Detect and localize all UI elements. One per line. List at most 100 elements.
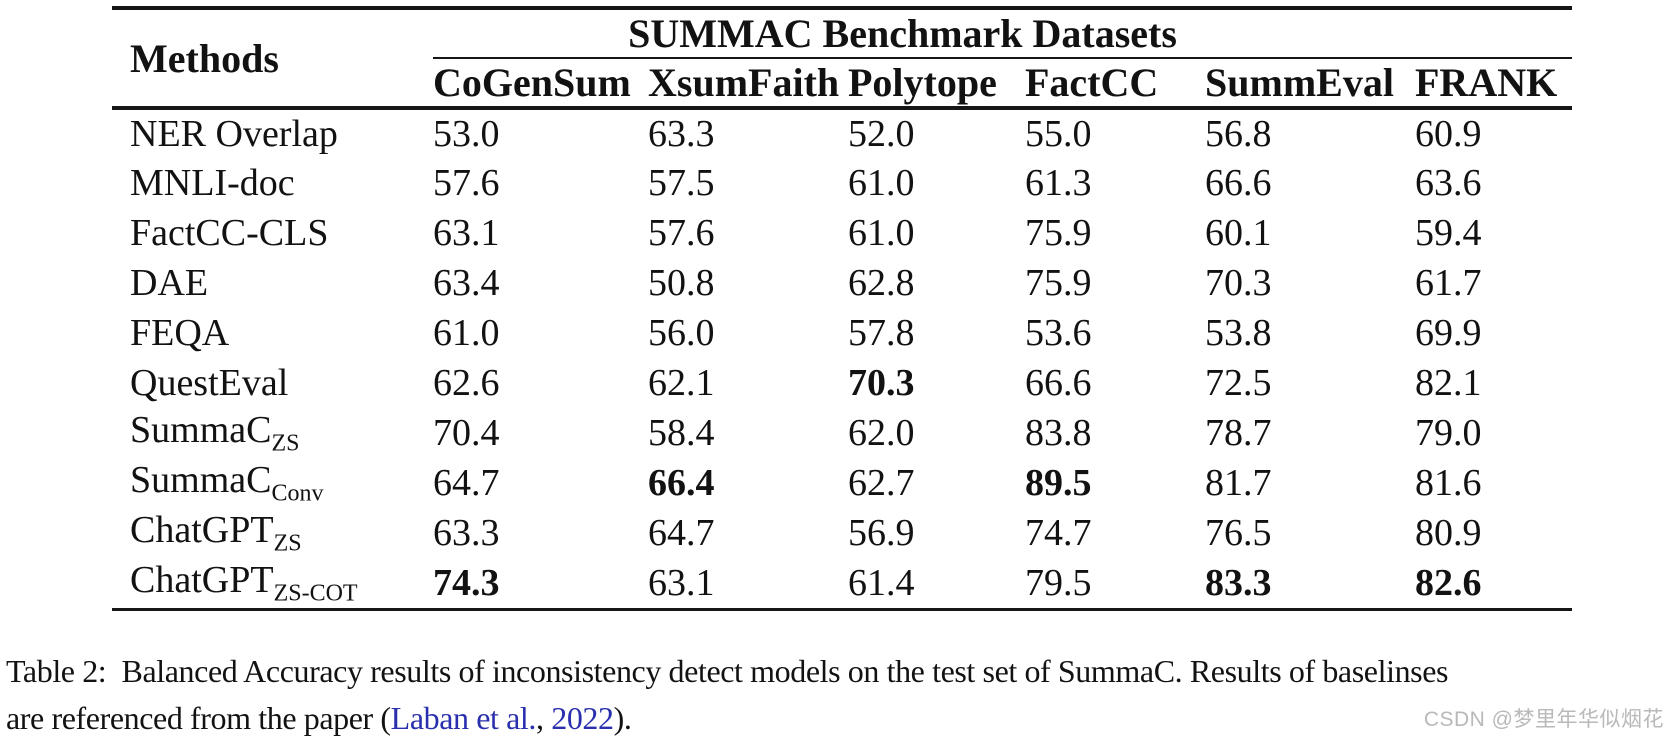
value-cell: 53.0 [433,113,500,155]
value-cell: 61.3 [1025,162,1092,204]
value-cell: 66.6 [1205,162,1272,204]
value-cell: 53.6 [1025,312,1092,354]
value-cell: 70.4 [433,412,500,454]
results-table: Methods SUMMAC Benchmark Datasets CoGenS… [112,6,1573,611]
value-cell: 56.8 [1205,113,1272,155]
benchmark-span-header: SUMMAC Benchmark Datasets [433,8,1573,59]
method-name: FactCC-CLS [130,212,329,254]
value-cell: 57.6 [648,212,715,254]
method-name: SummaCZS [130,409,300,457]
column-header-cogensum: CoGenSum [433,58,648,110]
value-cell: 74.3 [433,561,500,604]
value-cell: 81.7 [1205,462,1272,504]
table-row: NER Overlap 53.0 63.3 52.0 55.0 56.8 60.9 [112,108,1572,158]
caption-line-1: Table 2: Balanced Accuracy results of in… [6,653,1449,689]
page: Methods SUMMAC Benchmark Datasets CoGenS… [0,6,1678,736]
column-header-summeval: SummEval [1205,58,1415,110]
value-cell: 57.6 [433,162,500,204]
value-cell: 82.1 [1415,362,1482,404]
value-cell: 60.1 [1205,212,1272,254]
value-cell: 70.3 [848,362,915,404]
value-cell: 63.4 [433,262,500,304]
method-name: FEQA [130,312,230,354]
value-cell: 74.7 [1025,512,1092,554]
value-cell: 53.8 [1205,312,1272,354]
caption-line-2-suffix: ). [613,700,632,736]
citation-year-link[interactable]: 2022 [551,700,614,736]
value-cell: 63.3 [433,512,500,554]
table-row: FEQA 61.0 56.0 57.8 53.6 53.8 69.9 [112,308,1572,358]
value-cell: 56.9 [848,512,915,554]
value-cell: 58.4 [648,412,715,454]
method-name: NER Overlap [130,113,338,155]
column-header-row: CoGenSum XsumFaith Polytope FactCC SummE… [112,58,1573,110]
value-cell: 83.8 [1025,412,1092,454]
value-cell: 62.6 [433,362,500,404]
citation-author-link[interactable]: Laban et al. [390,700,537,736]
value-cell: 60.9 [1415,113,1482,155]
methods-header: Methods [112,8,433,110]
value-cell: 64.7 [433,462,500,504]
method-name: ChatGPTZS-COT [130,559,358,607]
column-header-frank: FRANK [1415,58,1573,110]
table-row: MNLI-doc 57.6 57.5 61.0 61.3 66.6 63.6 [112,158,1572,208]
caption-line-2-prefix: are referenced from the paper ( [6,700,391,736]
value-cell: 59.4 [1415,212,1482,254]
value-cell: 83.3 [1205,561,1272,604]
table-row: SummaCConv 64.7 66.4 62.7 89.5 81.7 81.6 [112,458,1572,508]
value-cell: 66.6 [1025,362,1092,404]
value-cell: 56.0 [648,312,715,354]
value-cell: 78.7 [1205,412,1272,454]
value-cell: 69.9 [1415,312,1482,354]
table-body: NER Overlap 53.0 63.3 52.0 55.0 56.8 60.9 MNLI-… [112,108,1572,609]
value-cell: 55.0 [1025,113,1092,155]
value-cell: 76.5 [1205,512,1272,554]
method-name: SummaCConv [130,459,324,507]
table-row: QuestEval 62.6 62.1 70.3 66.6 72.5 82.1 [112,358,1572,408]
csdn-watermark: CSDN @梦里年华似烟花 [1423,708,1664,731]
table-row: FactCC-CLS 63.1 57.6 61.0 75.9 60.1 59.4 [112,208,1572,258]
value-cell: 61.0 [848,212,915,254]
column-header-polytope: Polytope [848,58,1025,110]
method-name: DAE [130,262,209,304]
table-caption: Table 2: Balanced Accuracy results of in… [6,648,1678,742]
value-cell: 89.5 [1025,462,1092,504]
value-cell: 62.8 [848,262,915,304]
table-row: DAE 63.4 50.8 62.8 75.9 70.3 61.7 [112,258,1572,308]
caption-separator: , [536,700,552,736]
value-cell: 63.1 [648,561,715,604]
value-cell: 50.8 [648,262,715,304]
value-cell: 61.0 [848,162,915,204]
value-cell: 80.9 [1415,512,1482,554]
value-cell: 62.0 [848,412,915,454]
value-cell: 79.5 [1025,561,1092,604]
method-name: ChatGPTZS [130,509,302,557]
table-row: ChatGPTZS 63.3 64.7 56.9 74.7 76.5 80.9 [112,508,1572,558]
table-row: SummaCZS 70.4 58.4 62.0 83.8 78.7 79.0 [112,408,1572,458]
column-header-xsumfaith: XsumFaith [648,58,848,110]
value-cell: 79.0 [1415,412,1482,454]
value-cell: 57.8 [848,312,915,354]
method-name: MNLI-doc [130,162,295,204]
value-cell: 61.0 [433,312,500,354]
table-header: Methods SUMMAC Benchmark Datasets CoGenS… [112,8,1573,110]
value-cell: 75.9 [1025,262,1092,304]
value-cell: 72.5 [1205,362,1272,404]
value-cell: 52.0 [848,113,915,155]
value-cell: 57.5 [648,162,715,204]
value-cell: 62.1 [648,362,715,404]
value-cell: 63.6 [1415,162,1482,204]
value-cell: 61.7 [1415,262,1482,304]
value-cell: 64.7 [648,512,715,554]
value-cell: 75.9 [1025,212,1092,254]
value-cell: 82.6 [1415,561,1482,604]
value-cell: 63.3 [648,113,715,155]
value-cell: 81.6 [1415,462,1482,504]
method-name: QuestEval [130,362,289,404]
value-cell: 63.1 [433,212,500,254]
span-header-row: Methods SUMMAC Benchmark Datasets [112,8,1573,110]
column-header-factcc: FactCC [1025,58,1205,110]
table-row: ChatGPTZS-COT 74.3 63.1 61.4 79.5 83.3 82.6 [112,558,1572,609]
value-cell: 66.4 [648,462,715,504]
value-cell: 62.7 [848,462,915,504]
